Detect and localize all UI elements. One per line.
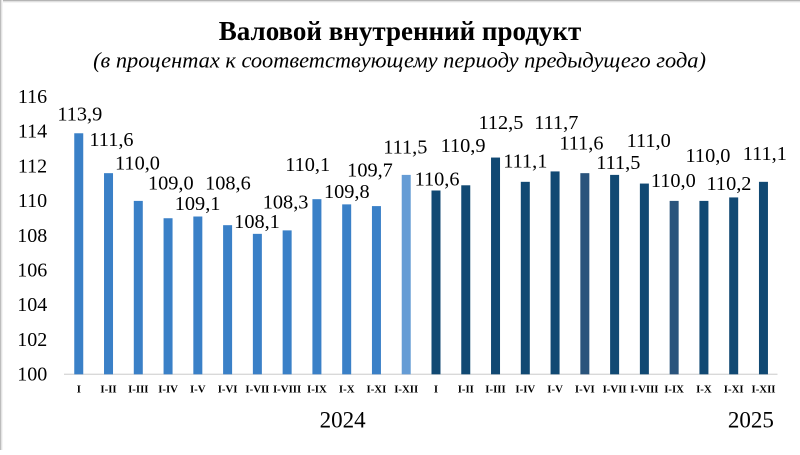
svg-text:110: 110 — [18, 190, 47, 212]
svg-text:I-IX: I-IX — [307, 384, 327, 396]
svg-text:110,0: 110,0 — [651, 170, 696, 192]
svg-text:2024: 2024 — [320, 408, 367, 433]
svg-text:108,6: 108,6 — [205, 173, 251, 195]
svg-text:I-VIII: I-VIII — [273, 384, 301, 396]
svg-text:104: 104 — [17, 294, 47, 316]
svg-text:110,0: 110,0 — [686, 145, 731, 167]
svg-text:I-IX: I-IX — [664, 384, 684, 396]
svg-text:I-XI: I-XI — [367, 384, 387, 396]
svg-text:I-X: I-X — [696, 384, 712, 396]
svg-text:112,5: 112,5 — [478, 112, 523, 134]
svg-text:Валовой внутренний продукт: Валовой внутренний продукт — [219, 16, 581, 46]
svg-text:I-VIII: I-VIII — [630, 384, 658, 396]
svg-text:I-X: I-X — [339, 384, 355, 396]
svg-text:I-V: I-V — [547, 384, 563, 396]
svg-text:108: 108 — [17, 225, 47, 247]
svg-text:109,0: 109,0 — [148, 172, 194, 194]
svg-text:109,1: 109,1 — [175, 193, 221, 215]
svg-text:111,5: 111,5 — [596, 152, 640, 174]
svg-text:108,3: 108,3 — [263, 192, 309, 214]
svg-text:106: 106 — [17, 260, 47, 282]
svg-text:I: I — [434, 384, 438, 396]
svg-text:111,6: 111,6 — [89, 129, 133, 151]
svg-text:111,6: 111,6 — [559, 132, 603, 154]
svg-text:I-III: I-III — [485, 384, 505, 396]
svg-text:109,8: 109,8 — [324, 181, 370, 203]
svg-text:I-IV: I-IV — [158, 384, 178, 396]
svg-text:112: 112 — [18, 155, 47, 177]
svg-text:I-XI: I-XI — [724, 384, 744, 396]
svg-text:110,2: 110,2 — [707, 173, 752, 195]
svg-text:I-V: I-V — [190, 384, 206, 396]
svg-text:2025: 2025 — [728, 408, 774, 433]
svg-text:102: 102 — [17, 329, 47, 351]
svg-text:I-II: I-II — [458, 384, 474, 396]
svg-text:I-VI: I-VI — [575, 384, 595, 396]
svg-text:I-VI: I-VI — [218, 384, 238, 396]
svg-text:I-XII: I-XII — [394, 384, 418, 396]
svg-text:111,1: 111,1 — [503, 151, 547, 173]
svg-text:111,0: 111,0 — [627, 130, 671, 152]
svg-text:116: 116 — [18, 86, 47, 108]
svg-text:(в процентах к соответствующем: (в процентах к соответствующему периоду … — [93, 47, 706, 72]
svg-text:I-VII: I-VII — [245, 384, 269, 396]
svg-text:I-IV: I-IV — [515, 384, 535, 396]
svg-text:110,9: 110,9 — [441, 135, 486, 157]
svg-text:108,1: 108,1 — [234, 211, 280, 233]
svg-text:I-II: I-II — [100, 384, 116, 396]
svg-text:100: 100 — [17, 364, 47, 386]
svg-text:I-III: I-III — [128, 384, 148, 396]
svg-text:110,6: 110,6 — [415, 168, 460, 190]
svg-text:110,1: 110,1 — [285, 154, 330, 176]
svg-text:111,1: 111,1 — [743, 143, 787, 165]
svg-text:113,9: 113,9 — [57, 104, 102, 126]
svg-text:109,7: 109,7 — [347, 160, 393, 182]
svg-text:111,7: 111,7 — [534, 112, 578, 134]
svg-text:I-XII: I-XII — [752, 384, 776, 396]
svg-text:110,0: 110,0 — [115, 153, 160, 175]
svg-text:I-VII: I-VII — [603, 384, 627, 396]
svg-text:I: I — [77, 384, 81, 396]
svg-text:111,5: 111,5 — [383, 137, 427, 159]
svg-text:114: 114 — [18, 121, 47, 143]
